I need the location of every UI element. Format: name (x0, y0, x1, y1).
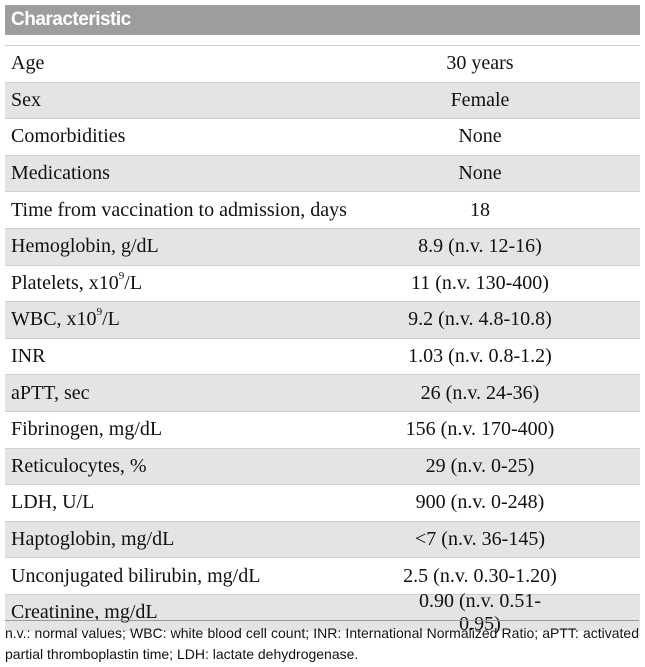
row-value: 2.5 (n.v. 0.30-1.20) (403, 564, 557, 587)
row-value: <7 (n.v. 36-145) (415, 528, 545, 551)
row-label: Sex (11, 88, 41, 111)
row-label: Comorbidities (11, 125, 126, 148)
table-row: Age 30 years (5, 45, 640, 82)
row-value: Female (450, 88, 510, 111)
table-row: Sex Female (5, 81, 640, 119)
row-value: 30 years (446, 52, 514, 75)
row-label: Medications (11, 162, 110, 185)
table-header: Characteristic (5, 5, 640, 36)
table-row: Medications None (5, 154, 640, 192)
row-label: Reticulocytes, % (11, 454, 147, 477)
label-text: WBC, x10 (11, 308, 97, 331)
row-value: 156 (n.v. 170-400) (405, 418, 555, 441)
label-text: /L (102, 308, 120, 331)
table: Characteristic Age 30 years Sex Female Comor… (5, 5, 640, 635)
table-body: Age 30 years Sex Female Comorbidities None Med… (5, 45, 640, 635)
row-label: INR (11, 345, 46, 368)
table-row: aPTT, sec 26 (n.v. 24-36) (5, 374, 640, 411)
table-row: Fibrinogen, mg/dL 156 (n.v. 170-400) (5, 410, 640, 448)
row-value: None (458, 162, 502, 185)
row-label: LDH, U/L (11, 491, 95, 514)
row-value: 11 (n.v. 130-400) (411, 271, 549, 294)
row-value: None (458, 125, 502, 148)
label-text: Platelets, x10 (11, 271, 119, 294)
row-value: 8.9 (n.v. 12-16) (418, 235, 542, 258)
table-row: Unconjugated bilirubin, mg/dL 2.5 (n.v. 0… (5, 557, 640, 594)
table-row: Creatinine, mg/dL 0.90 (n.v. 0.51-0.95) (5, 590, 640, 635)
table-row: Time from vaccination to admission, days… (5, 191, 640, 228)
row-value: 1.03 (n.v. 0.8-1.2) (408, 345, 552, 368)
row-label: Age (11, 52, 45, 75)
row-label: Time from vaccination to admission, days (11, 198, 347, 221)
row-label: Hemoglobin, g/dL (11, 235, 159, 258)
table-row: INR 1.03 (n.v. 0.8-1.2) (5, 337, 640, 375)
footnote: n.v.: normal values; WBC: white blood ce… (5, 620, 639, 665)
superscript: 9 (118, 269, 125, 282)
row-value: 26 (n.v. 24-36) (420, 381, 540, 404)
row-value: 29 (n.v. 0-25) (425, 454, 535, 477)
row-label: Creatinine, mg/dL (11, 601, 158, 624)
row-value: 0.90 (n.v. 0.51-0.95) (418, 589, 542, 635)
row-label: aPTT, sec (11, 381, 90, 404)
table-row: Comorbidities None (5, 118, 640, 155)
table-row: LDH, U/L 900 (n.v. 0-248) (5, 484, 640, 521)
row-label: Platelets, x109/L (5, 269, 400, 295)
superscript: 9 (96, 306, 103, 319)
table-row: WBC, x109/L 9.2 (n.v. 4.8-10.8) (5, 301, 640, 338)
row-value: 18 (470, 198, 490, 221)
table-row: Reticulocytes, % 29 (n.v. 0-25) (5, 447, 640, 485)
label-text: /L (124, 271, 143, 294)
row-label: Haptoglobin, mg/dL (11, 528, 175, 551)
row-label: Fibrinogen, mg/dL (11, 418, 163, 441)
row-value: 9.2 (n.v. 4.8-10.8) (408, 308, 552, 331)
row-label: Unconjugated bilirubin, mg/dL (11, 564, 261, 587)
row-label: WBC, x109/L (5, 306, 400, 331)
table-row: Platelets, x109/L 11 (n.v. 130-400) (5, 264, 640, 302)
table-row: Hemoglobin, g/dL 8.9 (n.v. 12-16) (5, 227, 640, 265)
table-row: Haptoglobin, mg/dL <7 (n.v. 36-145) (5, 520, 640, 558)
row-value: 900 (n.v. 0-248) (415, 491, 545, 514)
